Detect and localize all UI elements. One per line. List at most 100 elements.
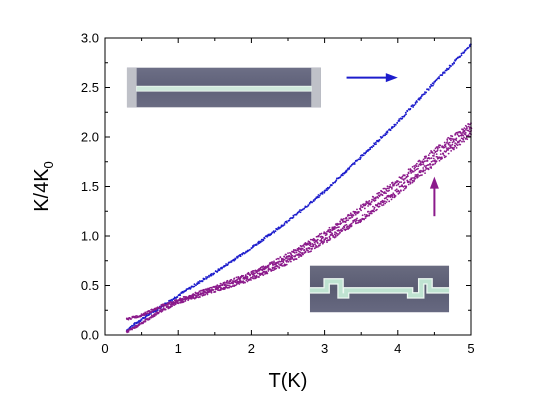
data-point — [285, 253, 287, 256]
data-point — [308, 202, 311, 205]
data-point — [272, 266, 275, 269]
data-point — [412, 170, 415, 173]
data-point — [333, 227, 336, 230]
data-point — [445, 150, 447, 153]
data-point — [289, 260, 292, 263]
data-point — [297, 256, 300, 259]
data-point — [307, 242, 309, 245]
meander-wire-image — [309, 265, 450, 313]
data-point — [406, 110, 409, 113]
data-point — [251, 246, 254, 249]
data-point — [249, 274, 251, 277]
data-point — [444, 69, 447, 72]
data-point — [266, 272, 269, 275]
data-point — [365, 150, 368, 153]
data-point — [363, 218, 365, 221]
data-point — [456, 144, 459, 147]
data-point — [177, 299, 180, 302]
data-point — [144, 313, 147, 316]
data-point — [285, 263, 288, 266]
data-point — [259, 241, 262, 244]
data-point — [346, 225, 349, 228]
data-point — [230, 285, 233, 288]
data-point — [370, 200, 373, 203]
data-point — [229, 261, 231, 264]
data-point — [465, 134, 468, 137]
data-point — [342, 225, 345, 228]
data-point — [352, 221, 355, 224]
data-point — [365, 203, 368, 205]
data-point — [135, 316, 138, 319]
data-point — [297, 248, 300, 251]
data-point — [340, 222, 343, 225]
data-point — [264, 235, 267, 238]
data-point — [233, 284, 236, 287]
data-point — [434, 151, 437, 154]
data-point — [388, 200, 391, 203]
data-point — [409, 181, 412, 184]
y-tick-label: 1.5 — [81, 179, 99, 194]
data-point — [192, 295, 195, 298]
data-point — [270, 233, 273, 236]
data-point — [305, 247, 308, 250]
data-point — [464, 133, 467, 136]
data-point — [195, 284, 197, 287]
data-point — [353, 219, 356, 222]
data-point — [276, 228, 279, 231]
data-point — [386, 195, 389, 198]
data-point — [170, 303, 173, 306]
data-point — [308, 247, 311, 250]
data-point — [152, 311, 155, 314]
data-point — [411, 177, 414, 179]
data-point — [434, 159, 436, 162]
data-point — [302, 253, 304, 256]
data-point — [438, 159, 441, 162]
data-point — [205, 277, 208, 280]
data-point — [427, 157, 430, 159]
data-point — [398, 181, 401, 183]
data-point — [350, 214, 353, 217]
data-point — [427, 89, 430, 91]
data-point — [360, 219, 363, 222]
data-point — [218, 269, 221, 272]
data-point — [190, 297, 193, 300]
data-point — [271, 261, 274, 263]
data-point — [386, 131, 389, 134]
data-point — [295, 249, 297, 252]
data-point — [463, 136, 465, 139]
data-point — [451, 63, 454, 65]
data-point — [299, 211, 302, 214]
data-point — [296, 249, 299, 252]
data-point — [462, 138, 465, 141]
data-point — [461, 140, 463, 143]
data-point — [226, 263, 229, 266]
data-point — [365, 200, 368, 203]
data-point — [307, 204, 310, 207]
data-point — [444, 155, 447, 158]
data-point — [375, 143, 377, 145]
data-point — [359, 158, 361, 161]
data-point — [313, 239, 316, 242]
data-point — [412, 104, 415, 107]
data-point — [426, 88, 428, 91]
data-point — [284, 257, 287, 259]
data-point — [292, 216, 295, 218]
data-point — [410, 178, 413, 181]
data-point — [395, 184, 398, 187]
data-point — [287, 252, 289, 254]
data-point — [140, 314, 143, 317]
data-point — [433, 155, 435, 157]
data-point — [393, 196, 396, 199]
data-point — [347, 219, 349, 222]
data-point — [447, 142, 450, 145]
data-point — [451, 141, 454, 144]
data-point — [315, 246, 318, 249]
data-point — [217, 284, 219, 287]
data-point — [356, 217, 358, 220]
data-point — [279, 226, 282, 229]
data-point — [424, 166, 427, 169]
data-point — [202, 289, 205, 292]
data-point — [326, 237, 328, 239]
data-point — [381, 190, 384, 193]
data-point — [362, 204, 365, 207]
